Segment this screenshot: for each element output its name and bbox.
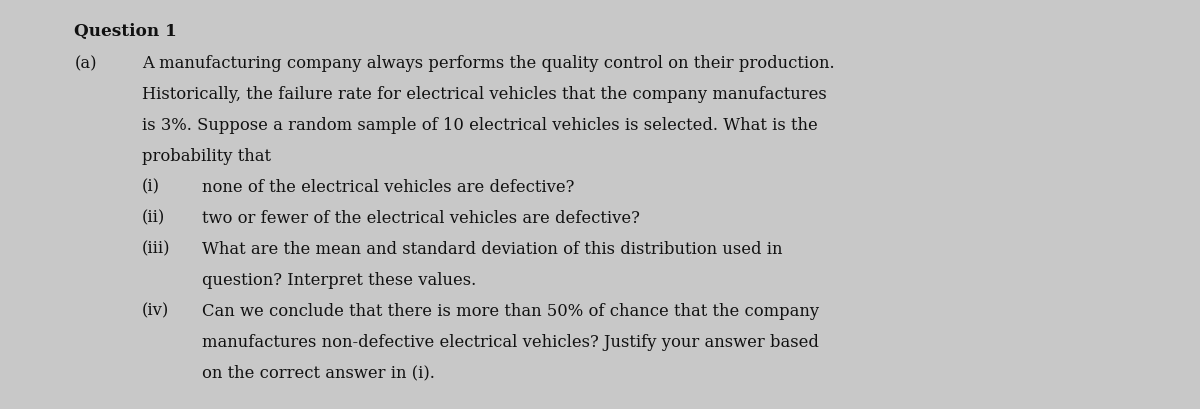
Text: manufactures non-defective electrical vehicles? Justify your answer based: manufactures non-defective electrical ve… xyxy=(202,333,818,350)
Text: is 3%. Suppose a random sample of 10 electrical vehicles is selected. What is th: is 3%. Suppose a random sample of 10 ele… xyxy=(142,117,817,134)
Text: Historically, the failure rate for electrical vehicles that the company manufact: Historically, the failure rate for elect… xyxy=(142,86,827,103)
Text: Can we conclude that there is more than 50% of chance that the company: Can we conclude that there is more than … xyxy=(202,302,818,319)
Text: What are the mean and standard deviation of this distribution used in: What are the mean and standard deviation… xyxy=(202,240,782,257)
Text: (a): (a) xyxy=(74,55,97,72)
Text: (iii): (iii) xyxy=(142,240,170,257)
Text: two or fewer of the electrical vehicles are defective?: two or fewer of the electrical vehicles … xyxy=(202,209,640,226)
Text: (iv): (iv) xyxy=(142,302,169,319)
Text: question? Interpret these values.: question? Interpret these values. xyxy=(202,271,476,288)
Text: (i): (i) xyxy=(142,178,160,196)
Text: on the correct answer in (i).: on the correct answer in (i). xyxy=(202,364,434,381)
Text: A manufacturing company always performs the quality control on their production.: A manufacturing company always performs … xyxy=(142,55,834,72)
Text: none of the electrical vehicles are defective?: none of the electrical vehicles are defe… xyxy=(202,178,574,196)
Text: Question 1: Question 1 xyxy=(74,22,178,39)
Text: (ii): (ii) xyxy=(142,209,164,226)
Text: probability that: probability that xyxy=(142,148,271,164)
